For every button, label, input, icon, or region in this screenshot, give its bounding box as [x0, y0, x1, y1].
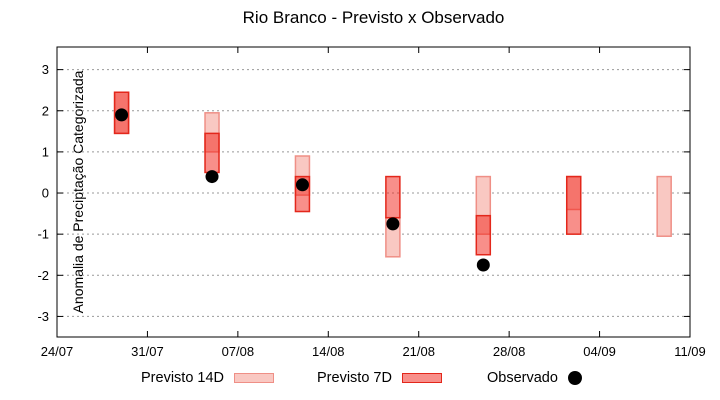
legend-label-observado: Observado	[487, 370, 558, 386]
bar-previsto-7d	[204, 132, 220, 174]
observado-dot	[295, 178, 309, 192]
bar-previsto-7d	[565, 175, 582, 235]
legend-dot-observado	[567, 371, 582, 385]
y-tick-label: 1	[42, 144, 49, 159]
legend-item-previsto-14d: Previsto 14D	[141, 368, 275, 388]
observado-dot	[205, 170, 219, 184]
observado-dot	[386, 217, 400, 231]
legend-item-previsto-7d: Previsto 7D	[317, 368, 442, 388]
legend-label-previsto-7d: Previsto 7D	[317, 370, 392, 386]
y-tick-label: -1	[37, 227, 49, 242]
y-tick-label: 3	[42, 62, 49, 77]
legend-swatch-previsto-7d	[401, 373, 442, 383]
y-tick-label: -3	[37, 309, 49, 324]
x-tick-label: 07/08	[222, 344, 255, 359]
x-tick-label: 24/07	[41, 344, 74, 359]
x-tick-label: 31/07	[131, 344, 164, 359]
x-tick-label: 28/08	[493, 344, 526, 359]
y-tick-label: -2	[37, 268, 49, 283]
y-tick-label: 2	[42, 103, 49, 118]
chart-title: Rio Branco - Previsto x Observado	[242, 8, 505, 27]
x-tick-label: 14/08	[312, 344, 345, 359]
observado-dot	[115, 108, 129, 122]
plot-border	[56, 46, 691, 338]
bar-previsto-7d	[385, 175, 401, 219]
x-tick-label: 04/09	[583, 344, 616, 359]
observado-dot	[476, 258, 490, 272]
legend-item-observado: Observado	[487, 368, 582, 388]
bar-previsto-7d	[475, 214, 492, 256]
legend-swatch-previsto-14d	[234, 373, 275, 383]
legend: Previsto 14D Previsto 7D Observado	[0, 368, 720, 390]
x-tick-label: 21/08	[402, 344, 435, 359]
bar-previsto-14d	[656, 175, 672, 237]
legend-label-previsto-14d: Previsto 14D	[141, 370, 225, 386]
y-tick-label: 0	[42, 186, 49, 201]
x-tick-label: 11/09	[674, 344, 706, 359]
